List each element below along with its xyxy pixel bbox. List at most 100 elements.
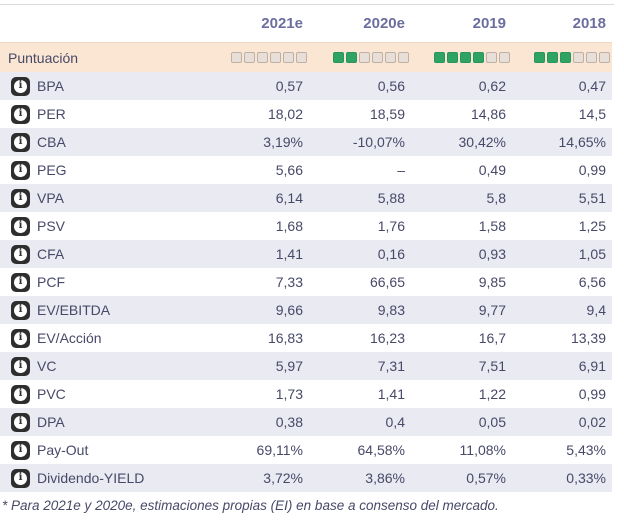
- row-value: 0,57%: [466, 470, 506, 486]
- info-icon[interactable]: i: [11, 104, 30, 124]
- row-value: 7,31: [377, 358, 405, 374]
- column-header-2021e: 2021e: [261, 15, 303, 32]
- score-square-filled: [547, 52, 558, 63]
- score-square-empty: [270, 52, 281, 63]
- row-icon-cell: i: [0, 160, 30, 180]
- row-value: 14,86: [470, 106, 506, 122]
- row-value: 0,05: [478, 414, 506, 430]
- row-value: 0,38: [275, 414, 303, 430]
- row-icon-cell: i: [0, 244, 30, 264]
- row-icon-cell: i: [0, 104, 30, 124]
- table-row: i VC 5,97 7,31 7,51 6,91: [0, 352, 612, 380]
- row-value: 0,93: [478, 246, 506, 262]
- row-value: 5,43%: [566, 442, 606, 458]
- table-row: i PSV 1,68 1,76 1,58 1,25: [0, 212, 612, 240]
- row-value: 9,85: [478, 274, 506, 290]
- score-square-filled: [447, 52, 458, 63]
- row-value: 64,58%: [357, 442, 405, 458]
- row-value: 0,57: [275, 78, 303, 94]
- info-icon-glyph: i: [14, 163, 27, 177]
- info-icon[interactable]: i: [11, 384, 30, 404]
- row-value: 0,99: [578, 162, 606, 178]
- score-square-filled: [434, 52, 445, 63]
- info-icon[interactable]: i: [11, 216, 30, 236]
- row-icon-cell: i: [0, 216, 30, 236]
- row-label: PEG: [37, 162, 67, 178]
- table-row: i PVC 1,73 1,41 1,22 0,99: [0, 380, 612, 408]
- info-icon[interactable]: i: [11, 160, 30, 180]
- row-value: 5,88: [377, 190, 405, 206]
- row-value: 16,7: [478, 330, 506, 346]
- row-value: 3,86%: [365, 470, 405, 486]
- info-icon[interactable]: i: [11, 300, 30, 320]
- row-label: CFA: [37, 246, 65, 262]
- row-value: 30,42%: [458, 134, 506, 150]
- row-value: 1,73: [275, 386, 303, 402]
- info-icon[interactable]: i: [11, 328, 30, 348]
- footnote: * Para 2021e y 2020e, estimaciones propi…: [2, 498, 499, 513]
- info-icon-glyph: i: [14, 107, 27, 121]
- row-label: VPA: [37, 190, 64, 206]
- row-value: 3,19%: [263, 134, 303, 150]
- row-icon-cell: i: [0, 412, 30, 432]
- score-square-empty: [372, 52, 383, 63]
- info-icon[interactable]: i: [11, 244, 30, 264]
- row-value: 18,59: [369, 106, 405, 122]
- row-label: DPA: [37, 414, 65, 430]
- info-icon-glyph: i: [14, 303, 27, 317]
- row-icon-cell: i: [0, 132, 30, 152]
- info-icon[interactable]: i: [11, 440, 30, 460]
- row-value: 9,77: [478, 302, 506, 318]
- table-row: i VPA 6,14 5,88 5,8 5,51: [0, 184, 612, 212]
- row-value: 5,97: [275, 358, 303, 374]
- row-value: 66,65: [369, 274, 405, 290]
- column-header-2020e: 2020e: [363, 15, 405, 32]
- score-square-empty: [573, 52, 584, 63]
- info-icon[interactable]: i: [11, 356, 30, 376]
- row-label: EV/EBITDA: [37, 302, 111, 318]
- score-square-empty: [486, 52, 497, 63]
- score-row-label: Puntuación: [8, 49, 79, 66]
- row-label: CBA: [37, 134, 66, 150]
- row-label: VC: [37, 358, 57, 374]
- table-row: i DPA 0,38 0,4 0,05 0,02: [0, 408, 612, 436]
- row-value: –: [397, 162, 405, 178]
- row-value: 1,41: [377, 386, 405, 402]
- info-icon-glyph: i: [14, 247, 27, 261]
- row-value: 1,58: [478, 218, 506, 234]
- info-icon[interactable]: i: [11, 132, 30, 152]
- info-icon-glyph: i: [14, 191, 27, 205]
- row-value: 5,51: [578, 190, 606, 206]
- info-icon[interactable]: i: [11, 412, 30, 432]
- row-value: 0,02: [578, 414, 606, 430]
- score-square-empty: [398, 52, 409, 63]
- row-value: 16,83: [267, 330, 303, 346]
- score-square-filled: [346, 52, 357, 63]
- score-square-empty: [257, 52, 268, 63]
- row-value: 6,14: [275, 190, 303, 206]
- row-value: 0,49: [478, 162, 506, 178]
- row-value: 1,22: [478, 386, 506, 402]
- info-icon-glyph: i: [14, 135, 27, 149]
- info-icon[interactable]: i: [11, 468, 30, 488]
- score-square-empty: [296, 52, 307, 63]
- row-icon-cell: i: [0, 356, 30, 376]
- table-row: i EV/Acción 16,83 16,23 16,7 13,39: [0, 324, 612, 352]
- row-value: 1,68: [275, 218, 303, 234]
- row-value: 9,4: [586, 302, 606, 318]
- row-value: 9,83: [377, 302, 405, 318]
- info-icon[interactable]: i: [11, 272, 30, 292]
- column-header-2019: 2019: [472, 15, 506, 32]
- row-value: 69,11%: [256, 442, 303, 458]
- row-value: 0,62: [478, 78, 506, 94]
- row-icon-cell: i: [0, 188, 30, 208]
- info-icon[interactable]: i: [11, 76, 30, 96]
- score-square-empty: [231, 52, 242, 63]
- row-value: 5,66: [275, 162, 303, 178]
- table-row: i CFA 1,41 0,16 0,93 1,05: [0, 240, 612, 268]
- info-icon[interactable]: i: [11, 188, 30, 208]
- score-squares-2018: [512, 52, 612, 63]
- row-value: 9,66: [275, 302, 303, 318]
- info-icon-glyph: i: [14, 387, 27, 401]
- score-squares-2021e: [213, 52, 309, 63]
